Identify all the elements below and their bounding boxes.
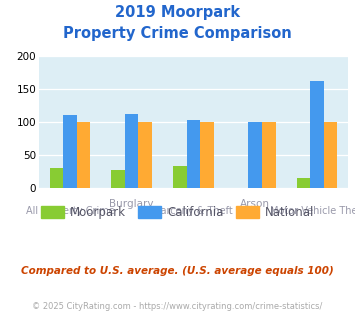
Bar xyxy=(200,122,214,188)
Text: Larceny & Theft: Larceny & Theft xyxy=(154,206,233,216)
Bar xyxy=(77,122,90,188)
Bar xyxy=(297,178,310,188)
Legend: Moorpark, California, National: Moorpark, California, National xyxy=(36,202,319,224)
Text: Compared to U.S. average. (U.S. average equals 100): Compared to U.S. average. (U.S. average … xyxy=(21,266,334,276)
Text: Property Crime Comparison: Property Crime Comparison xyxy=(63,26,292,41)
Text: All Property Crime: All Property Crime xyxy=(26,206,114,216)
Text: 2019 Moorpark: 2019 Moorpark xyxy=(115,5,240,20)
Bar xyxy=(50,168,63,188)
Bar xyxy=(125,114,138,188)
Bar xyxy=(187,120,200,188)
Text: © 2025 CityRating.com - https://www.cityrating.com/crime-statistics/: © 2025 CityRating.com - https://www.city… xyxy=(32,302,323,311)
Bar xyxy=(173,166,187,188)
Bar xyxy=(262,122,275,188)
Bar xyxy=(324,122,337,188)
Bar xyxy=(138,122,152,188)
Bar xyxy=(111,170,125,188)
Text: Arson: Arson xyxy=(240,199,270,209)
Bar xyxy=(248,122,262,188)
Bar xyxy=(63,115,77,188)
Text: Burglary: Burglary xyxy=(109,199,154,209)
Text: Motor Vehicle Theft: Motor Vehicle Theft xyxy=(270,206,355,216)
Bar xyxy=(310,81,324,188)
